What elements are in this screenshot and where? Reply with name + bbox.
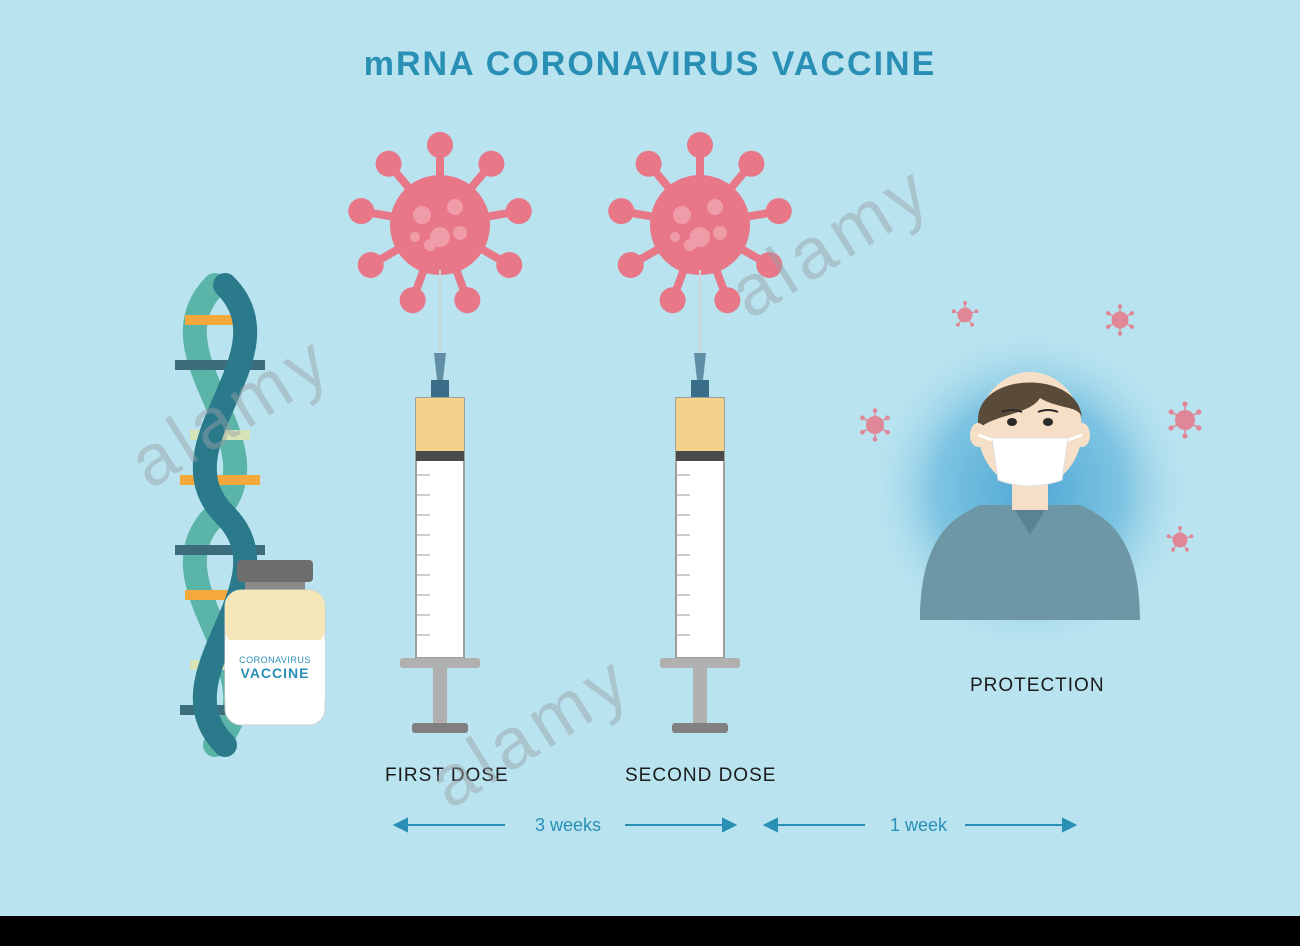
- vial-label-line1: CORONAVIRUS: [230, 655, 320, 665]
- vial-label-line2: VACCINE: [230, 665, 320, 681]
- infographic-stage: mRNA CORONAVIRUS VACCINE: [0, 0, 1300, 916]
- bottom-bar: [0, 916, 1300, 946]
- timeline-arrows: [395, 819, 1075, 831]
- syringe-icon-2: [660, 270, 740, 733]
- first-dose-label: FIRST DOSE: [385, 765, 509, 787]
- interval-2-label: 1 week: [890, 815, 947, 836]
- vial-label: CORONAVIRUS VACCINE: [230, 655, 320, 681]
- interval-1-label: 3 weeks: [535, 815, 601, 836]
- protection-icon: [859, 301, 1202, 645]
- syringe-icon-1: [400, 270, 480, 733]
- protection-label: PROTECTION: [970, 675, 1105, 697]
- second-dose-label: SECOND DOSE: [625, 765, 776, 787]
